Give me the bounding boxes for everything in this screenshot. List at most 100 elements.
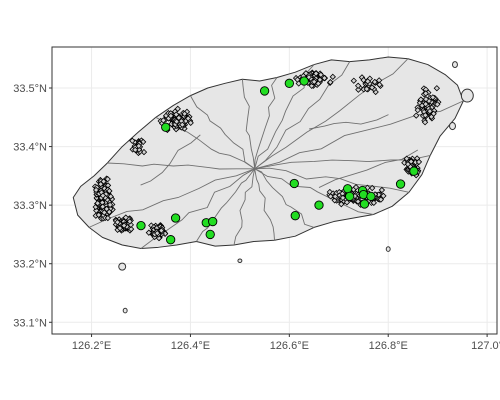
site-marker-169 [99, 192, 107, 199]
site-marker-676 [327, 193, 334, 200]
highlight-point-13 [343, 184, 353, 194]
islet-0 [118, 262, 127, 271]
site-marker-593 [380, 192, 387, 200]
site-marker-559 [426, 108, 434, 115]
site-marker-678 [332, 193, 339, 200]
highlight-markers [136, 76, 419, 245]
site-marker-543 [422, 90, 429, 97]
highlight-point-0 [259, 86, 270, 96]
site-marker-165 [99, 203, 106, 210]
site-marker-384 [184, 115, 192, 122]
highlight-point-3 [161, 122, 171, 132]
site-marker-150 [101, 209, 108, 216]
site-marker-757 [355, 86, 362, 93]
islet-3 [452, 61, 458, 68]
site-marker-414 [135, 146, 143, 153]
site-marker-225 [116, 225, 124, 232]
site-marker-418 [132, 146, 139, 154]
x-tick-label-2: 126.6°E [270, 340, 309, 352]
site-marker-740 [415, 158, 423, 166]
axes: 126.2°E 126.4°E 126.6°E 126.8°E 127.0° 33.1°N… [13, 83, 500, 352]
site-marker-123 [95, 211, 102, 219]
site-marker-419 [135, 142, 142, 150]
highlight-point-4 [170, 213, 181, 223]
site-marker-690 [377, 196, 385, 203]
highlight-point-18 [366, 191, 376, 202]
site-marker-228 [122, 214, 129, 221]
district-boundary-4 [254, 168, 275, 241]
site-marker-388 [167, 112, 175, 120]
site-marker-773 [363, 85, 370, 93]
site-marker-770 [371, 78, 378, 86]
y-tick-label-0: 33.1°N [13, 317, 47, 329]
site-marker-223 [114, 219, 121, 226]
site-marker-765 [368, 84, 376, 91]
highlight-point-17 [359, 199, 370, 209]
highlight-point-11 [290, 211, 300, 221]
site-marker-381 [187, 119, 194, 127]
site-marker-386 [181, 110, 188, 117]
site-marker-125 [104, 175, 111, 183]
site-marker-499 [327, 78, 334, 86]
site-marker-483 [312, 70, 320, 77]
highlight-point-9 [205, 229, 215, 240]
site-marker-774 [364, 78, 371, 85]
district-boundary-10 [254, 58, 409, 170]
site-marker-552 [434, 101, 441, 108]
islet-2 [460, 88, 474, 103]
islet-5 [237, 258, 243, 264]
highlight-point-6 [166, 235, 176, 245]
district-boundary-14 [241, 79, 256, 169]
islet-1 [122, 307, 128, 314]
site-marker-299 [158, 227, 165, 234]
site-markers [91, 69, 442, 242]
site-marker-166 [94, 200, 101, 207]
district-boundary-extra-0 [140, 134, 201, 186]
x-tick-label-0: 126.2°E [72, 340, 111, 352]
site-marker-557 [422, 112, 429, 119]
site-marker-692 [370, 199, 377, 207]
x-tick-label-3: 126.8°E [369, 340, 408, 352]
highlight-point-14 [345, 191, 355, 202]
highlight-point-8 [208, 216, 218, 227]
site-marker-489 [317, 71, 325, 78]
site-marker-671 [338, 201, 345, 208]
district-boundary-11 [254, 61, 351, 170]
district-boundary-5 [254, 168, 315, 228]
site-marker-752 [350, 77, 357, 84]
site-marker-554 [428, 113, 435, 120]
highlight-point-20 [409, 166, 419, 176]
site-marker-693 [352, 184, 360, 191]
site-marker-274 [145, 229, 153, 236]
district-boundary-17 [107, 162, 255, 170]
site-marker-558 [413, 112, 420, 119]
highlight-point-5 [136, 220, 146, 231]
district-boundary-6 [254, 168, 374, 215]
site-marker-385 [174, 105, 181, 113]
site-marker-160 [107, 193, 114, 200]
district-boundary-extra-1 [309, 114, 389, 130]
site-marker-510 [433, 85, 440, 92]
district-boundary-15 [190, 95, 255, 170]
y-tick-label-3: 33.4°N [13, 142, 47, 154]
district-boundary-0 [88, 168, 255, 228]
site-marker-471 [329, 73, 336, 80]
site-marker-401 [129, 137, 136, 144]
district-boundary-3 [233, 168, 256, 246]
site-marker-762 [354, 82, 362, 89]
site-marker-556 [414, 106, 421, 114]
site-marker-370 [173, 111, 180, 118]
highlight-point-2 [299, 76, 309, 86]
site-marker-691 [343, 199, 351, 206]
district-boundary-7 [254, 167, 410, 193]
x-tick-label-4: 127.0° [471, 340, 500, 352]
district-boundary-extra-2 [318, 149, 419, 188]
plot-panel-border [51, 46, 498, 335]
site-marker-118 [97, 180, 104, 188]
highlight-point-1 [284, 78, 294, 88]
y-tick-label-1: 33.2°N [13, 259, 47, 271]
site-marker-749 [407, 158, 415, 165]
site-marker-680 [369, 184, 376, 192]
site-marker-156 [92, 186, 100, 194]
site-marker-748 [404, 161, 412, 168]
